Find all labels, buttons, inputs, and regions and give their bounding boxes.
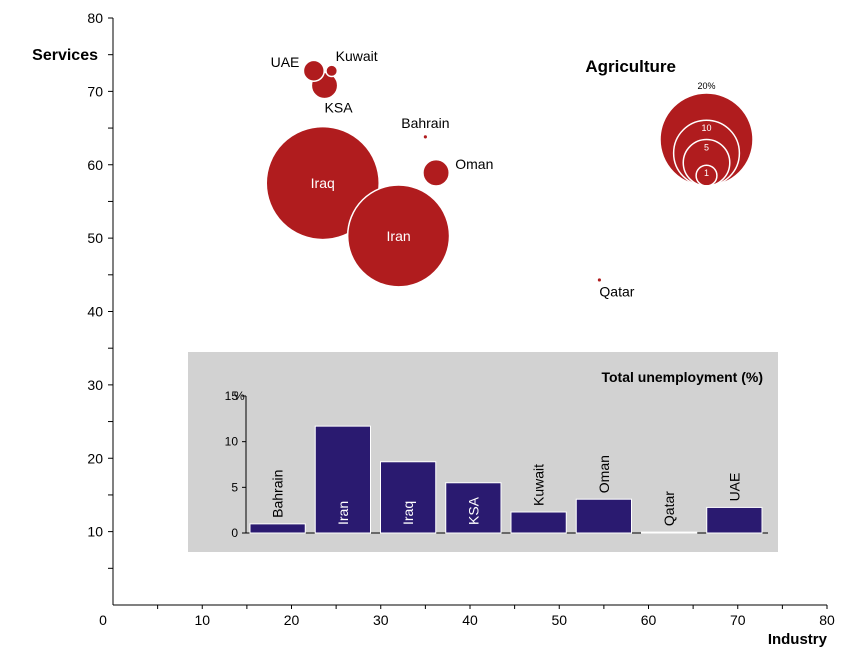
x-tick-label: 60 [641,612,657,628]
x-tick-label: 10 [194,612,210,628]
bubbles: UAE Kuwait KSA Bahrain Oman Iraq Iran Qatar [265,48,635,299]
legend-ring-label: 10 [702,123,712,133]
legend-ring-1 [695,164,718,187]
bubble-label-ksa: KSA [325,100,354,116]
bar-label-iraq: Iraq [400,501,416,525]
bar-label-ksa: KSA [465,496,481,525]
bubble-label-uae: UAE [271,54,300,70]
bar-label-qatar: Qatar [661,491,677,526]
bar-oman [575,498,632,534]
x-tick-label: 30 [373,612,389,628]
x-tick-label: 20 [284,612,300,628]
y-tick-label: 50 [87,230,103,246]
y-axis-ticks: 10 20 30 40 50 60 70 80 [87,10,113,569]
y-tick-label: 80 [87,10,103,26]
y-tick-label: 20 [87,450,103,466]
inset-y-tick-label: 0 [231,526,238,540]
x-axis-label: Industry [768,631,828,648]
bubble-label-oman: Oman [455,156,493,172]
bar-bahrain [249,523,306,534]
inset-y-unit-label: % [234,389,245,403]
y-axis-label: Services [32,47,98,64]
bar-label-kuwait: Kuwait [531,464,547,506]
bar-uae [706,506,763,534]
inset-y-tick-label: 5 [231,480,238,494]
bubble-kuwait [325,64,339,78]
bubble-label-kuwait: Kuwait [336,48,378,64]
legend-ring-label: 1 [704,168,709,178]
legend-ring-label: 5 [704,142,709,152]
bar-label-oman: Oman [596,455,612,493]
y-tick-label: 40 [87,304,103,320]
bar-iran [314,425,371,534]
y-tick-label: 60 [87,157,103,173]
bar-qatar [641,531,698,534]
unemployment-inset: 0 5 10 15% Bahrain Iran Iraq KSA Kuwait Oman Qata… [188,352,778,552]
bubble-label-qatar: Qatar [599,283,634,299]
bar-iraq [380,461,437,534]
x-tick-label: 40 [462,612,478,628]
bar-kuwait [510,511,567,534]
bar-label-bahrain: Bahrain [270,470,286,518]
y-tick-label: 10 [87,524,103,540]
y-tick-label: 70 [87,83,103,99]
bubble-label-iraq: Iraq [311,175,335,191]
bubble-bahrain [422,133,429,140]
bubble-oman [422,158,450,187]
inset-title: Total unemployment (%) [601,369,763,385]
size-legend-title: Agriculture [585,57,676,76]
inset-bars: Bahrain Iran Iraq KSA Kuwait Oman Qatar UAE [249,425,763,534]
size-legend: 20% 10 5 1 Agriculture [585,57,754,187]
bar-label-iran: Iran [335,501,351,525]
x-tick-label: 50 [551,612,567,628]
x-tick-label: 80 [819,612,835,628]
x-axis-ticks: 0 10 20 30 40 50 60 70 80 [99,605,835,628]
inset-y-tick-label: 15 [225,389,239,403]
bar-label-uae: UAE [726,473,742,502]
bubble-iraq [265,125,380,241]
bubble-label-bahrain: Bahrain [401,115,449,131]
x-tick-label: 70 [730,612,746,628]
y-tick-label: 30 [87,377,103,393]
bubble-iran [346,184,451,288]
x-tick-label: 0 [99,612,107,628]
legend-ring-label: 20% [698,81,716,91]
inset-y-tick-label: 10 [225,435,239,449]
bar-ksa [445,482,502,534]
bubble-uae [302,59,325,82]
bubble-label-iran: Iran [387,228,411,244]
bubble-qatar [596,276,603,284]
